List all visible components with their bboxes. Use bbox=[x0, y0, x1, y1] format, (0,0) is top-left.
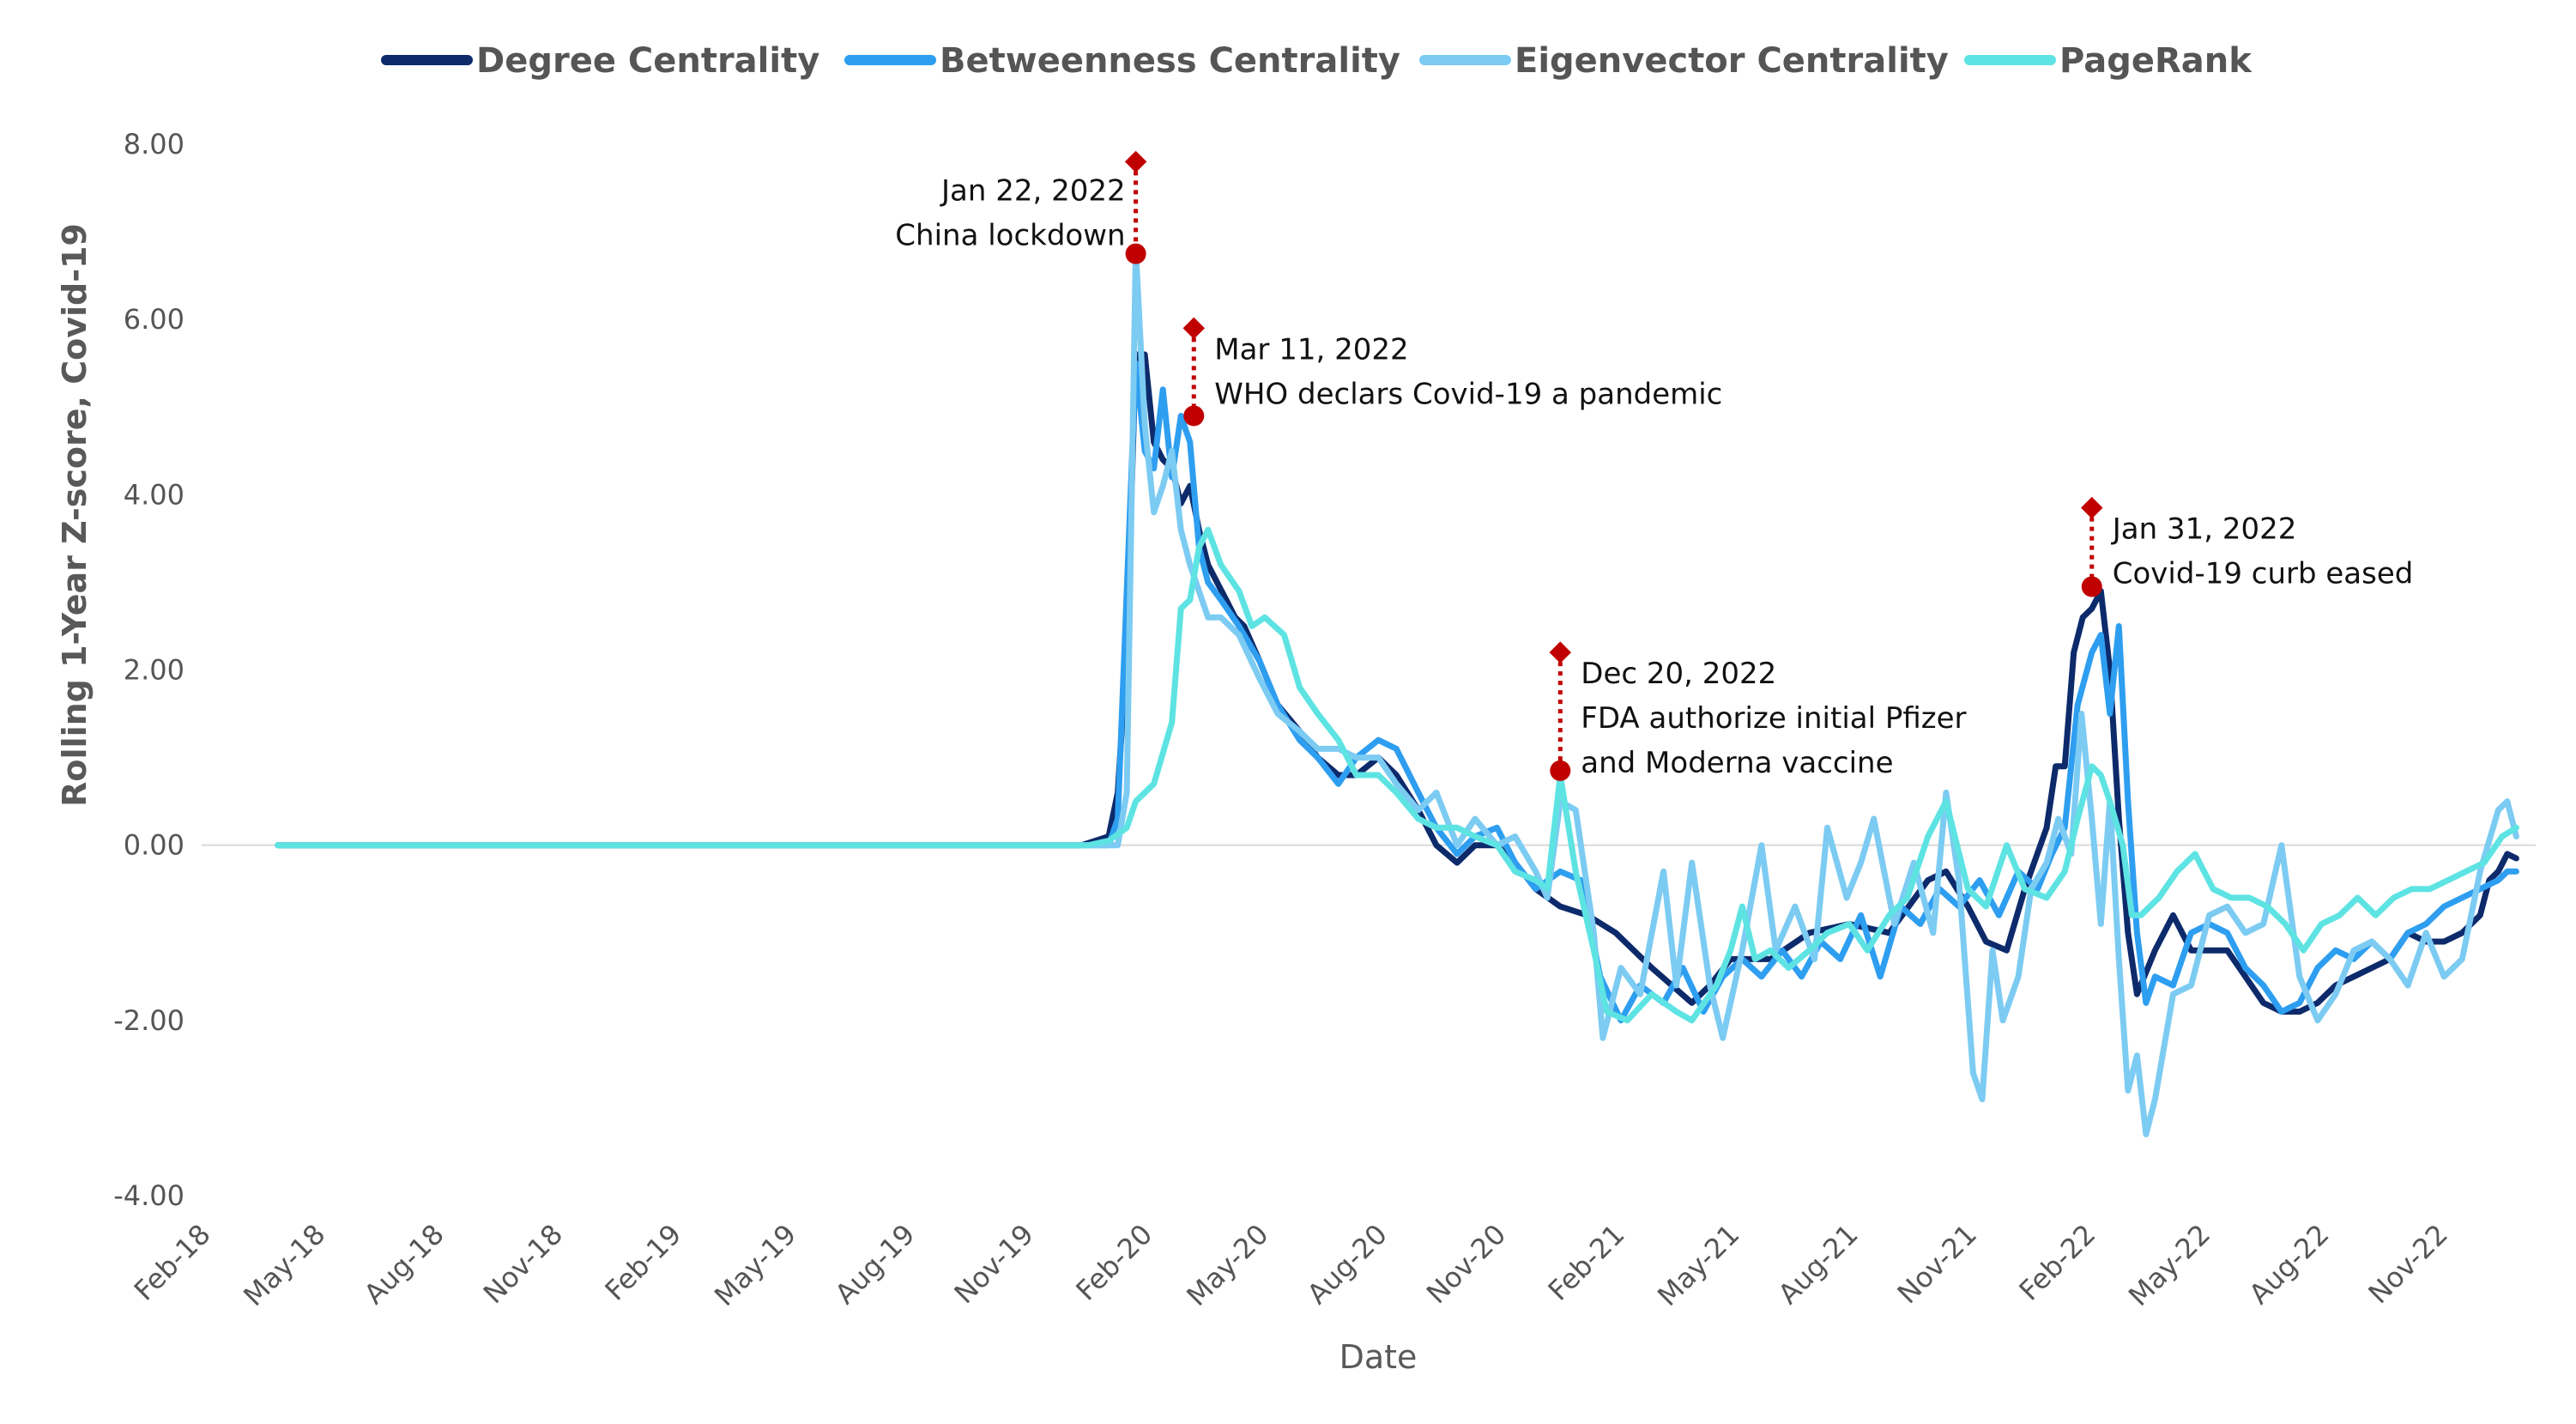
series-line-betweenness-centrality bbox=[275, 360, 2519, 1024]
y-tick-label: 2.00 bbox=[124, 654, 184, 687]
annotation-point bbox=[2081, 576, 2102, 597]
annotation-point bbox=[1125, 243, 1146, 264]
annotation-date: Mar 11, 2022 bbox=[1214, 332, 1408, 367]
x-tick-label: May-18 bbox=[237, 1218, 331, 1312]
annotation-layer: Jan 22, 2022 China lockdown Mar 11, 2022 WH… bbox=[895, 150, 2414, 781]
y-axis-title: Rolling 1-Year Z-score, Covid-19 bbox=[56, 223, 94, 807]
x-tick-label: May-22 bbox=[2122, 1218, 2216, 1312]
y-tick-label: -2.00 bbox=[113, 1004, 184, 1037]
x-tick-label: Nov-21 bbox=[1891, 1218, 1983, 1310]
x-tick-label: Nov-20 bbox=[1420, 1218, 1512, 1310]
legend-label: Eigenvector Centrality bbox=[1515, 41, 1949, 81]
annotation-text: China lockdown bbox=[895, 218, 1125, 252]
x-tick-label: Aug-20 bbox=[1301, 1218, 1394, 1311]
legend-label: PageRank bbox=[2059, 41, 2252, 81]
x-tick-label: Feb-21 bbox=[1542, 1218, 1631, 1307]
legend-label: Betweenness Centrality bbox=[940, 41, 1400, 81]
y-tick-label: 4.00 bbox=[124, 478, 184, 511]
x-tick-label: Feb-19 bbox=[599, 1218, 688, 1307]
annotation-text: FDA authorize initial Pfizer bbox=[1581, 701, 1966, 736]
x-tick-label: Nov-22 bbox=[2362, 1218, 2454, 1310]
x-tick-label: May-20 bbox=[1180, 1218, 1274, 1312]
annotation-point bbox=[1550, 760, 1571, 781]
y-tick-label: 6.00 bbox=[124, 303, 184, 336]
legend-label: Degree Centrality bbox=[476, 41, 819, 81]
x-tick-label: Aug-18 bbox=[358, 1218, 450, 1311]
annotation-diamond bbox=[1549, 641, 1572, 664]
series-line-eigenvector-centrality bbox=[275, 246, 2519, 1137]
annotation-point bbox=[1183, 405, 1205, 427]
x-tick-label: Nov-18 bbox=[477, 1218, 569, 1310]
x-tick-label: Aug-21 bbox=[1772, 1218, 1865, 1311]
x-axis-title: Date bbox=[1339, 1338, 1418, 1376]
series-line-pagerank bbox=[275, 526, 2519, 1024]
series-layer bbox=[275, 246, 2519, 1137]
y-tick-label: 0.00 bbox=[124, 829, 184, 862]
annotation-diamond bbox=[1182, 317, 1205, 340]
y-axis: 8.00 6.00 4.00 2.00 0.00 -2.00 -4.00 bbox=[113, 128, 184, 1212]
x-tick-label: May-19 bbox=[708, 1218, 802, 1312]
annotation-date: Jan 31, 2022 bbox=[2111, 512, 2297, 547]
annotation-date: Dec 20, 2022 bbox=[1581, 657, 1776, 691]
legend: Degree Centrality Betweenness Centrality E… bbox=[381, 41, 2252, 81]
x-tick-label: Feb-22 bbox=[2013, 1218, 2102, 1307]
x-tick-label: Aug-22 bbox=[2243, 1218, 2336, 1311]
annotation-date: Jan 22, 2022 bbox=[940, 173, 1126, 208]
y-tick-label: 8.00 bbox=[124, 128, 184, 161]
annotation-text: WHO declars Covid-19 a pandemic bbox=[1214, 377, 1722, 411]
annotation-text-line2: and Moderna vaccine bbox=[1581, 746, 1893, 780]
x-tick-label: May-21 bbox=[1651, 1218, 1745, 1312]
annotation-diamond bbox=[1124, 150, 1147, 173]
x-tick-label: Feb-18 bbox=[128, 1218, 217, 1307]
series-line-degree-centrality bbox=[275, 351, 2519, 1015]
x-tick-label: Nov-19 bbox=[948, 1218, 1040, 1310]
x-tick-label: Feb-20 bbox=[1069, 1218, 1158, 1307]
x-tick-label: Aug-19 bbox=[829, 1218, 922, 1311]
y-tick-label: -4.00 bbox=[113, 1179, 184, 1212]
annotation-diamond bbox=[2081, 496, 2103, 519]
annotation-text: Covid-19 curb eased bbox=[2113, 557, 2414, 591]
